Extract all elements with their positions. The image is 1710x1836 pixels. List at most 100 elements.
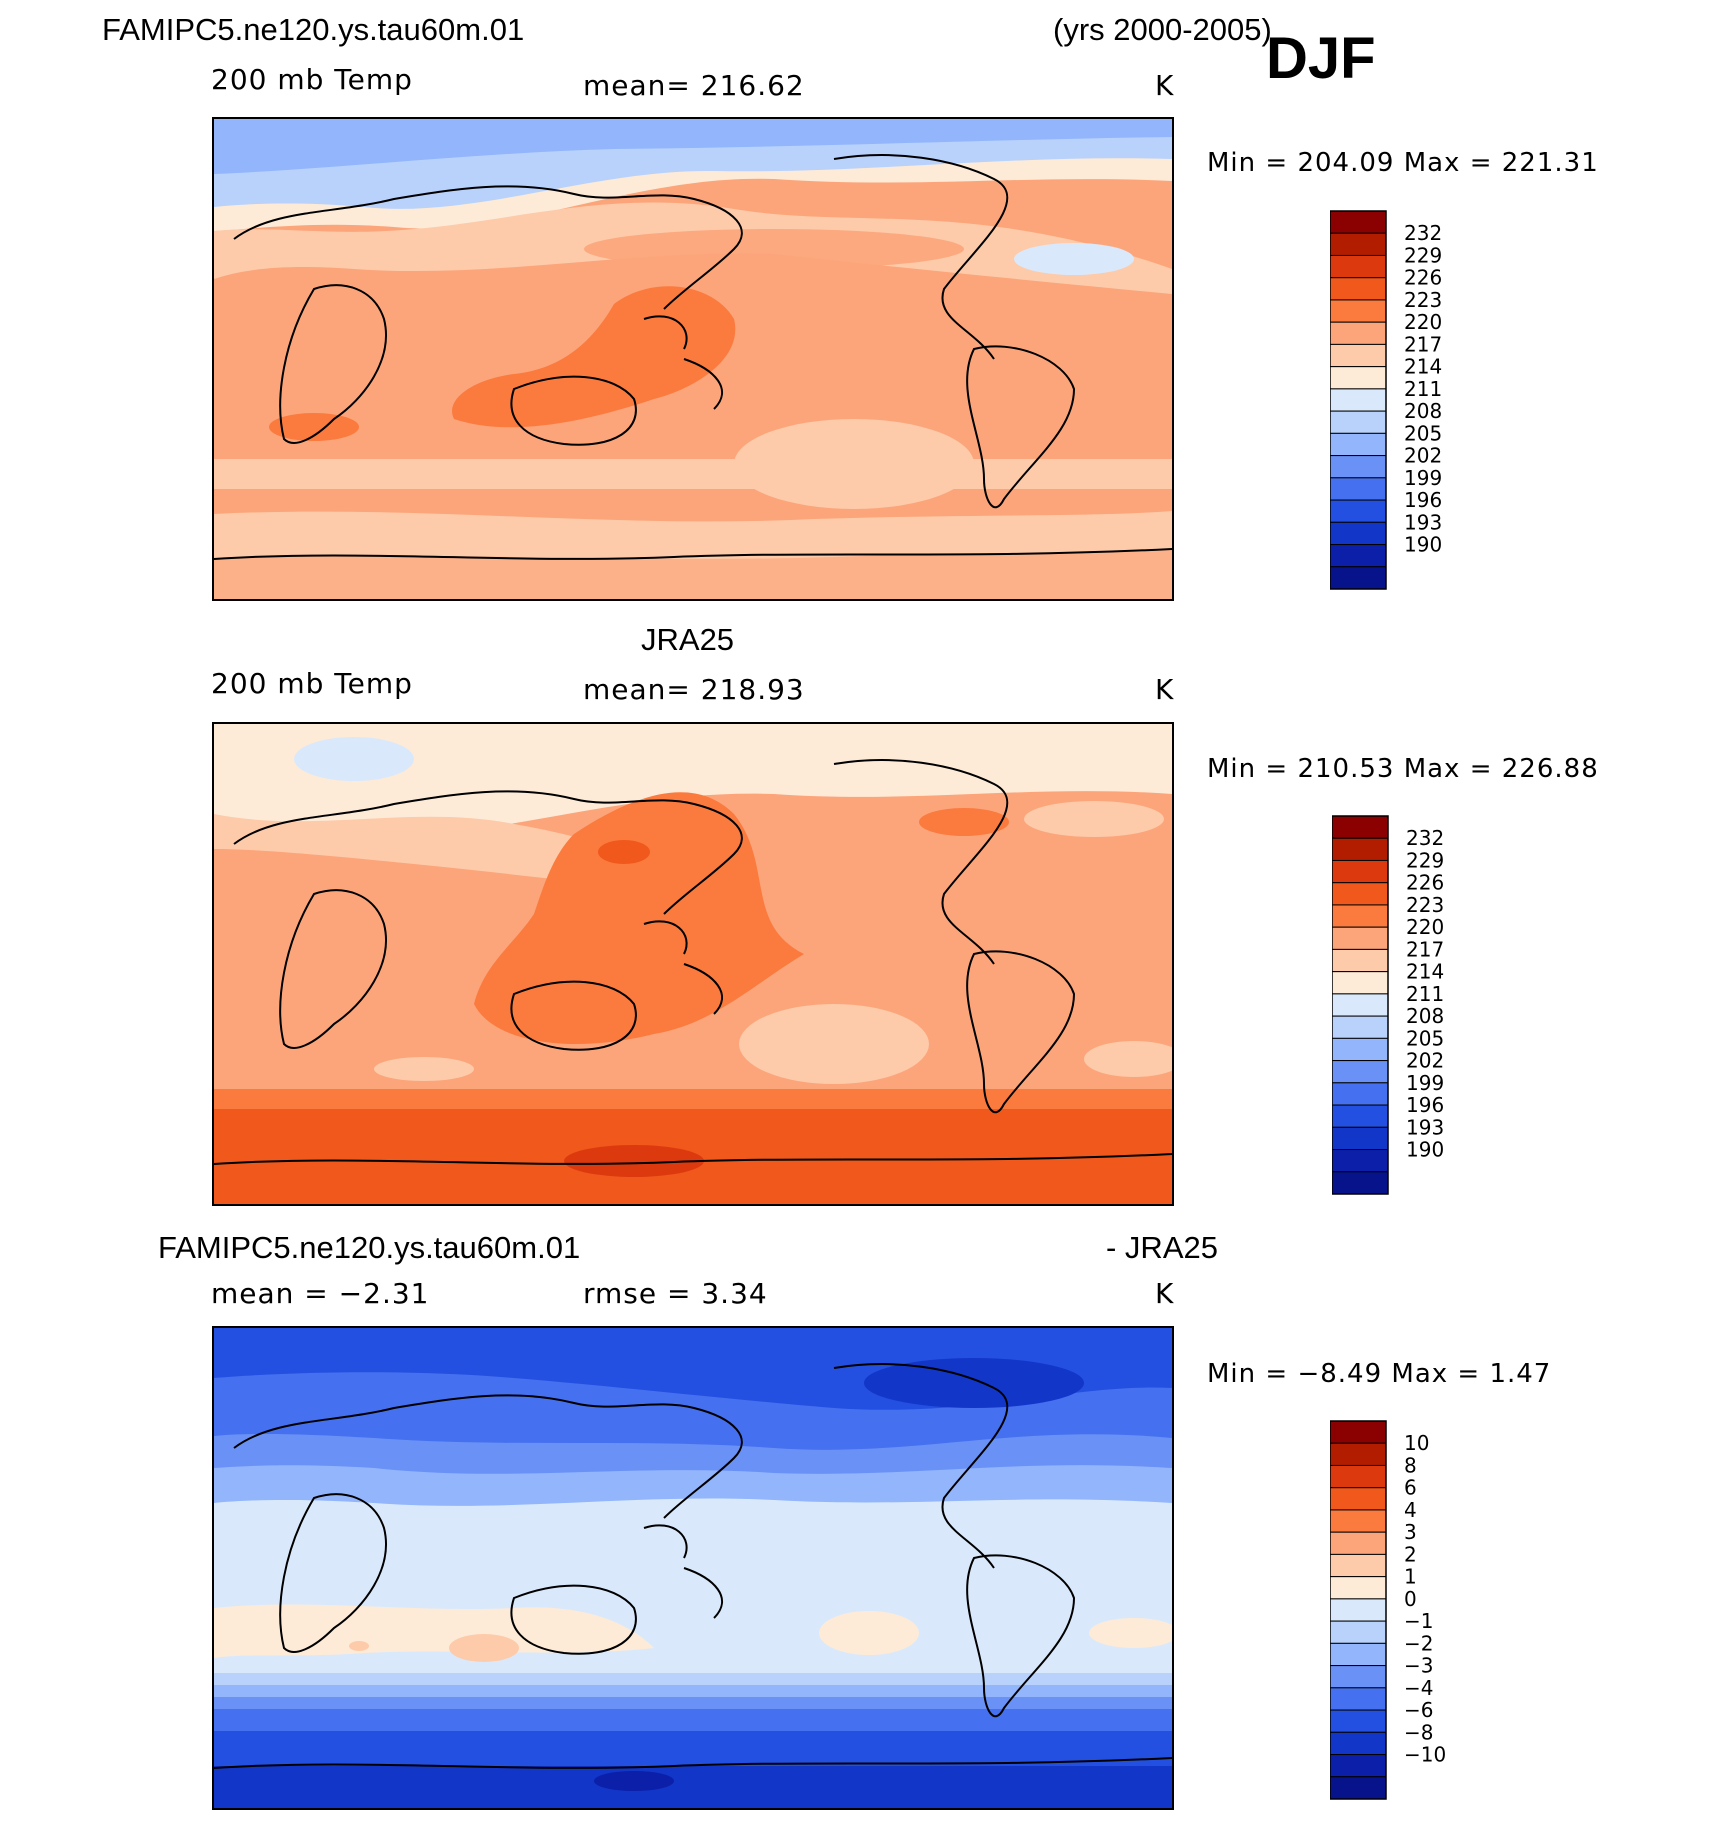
- colorbar1-label-0: 232: [1406, 826, 1444, 850]
- panel3-south-warm3: [349, 1641, 369, 1651]
- colorbar1-label-3: 223: [1406, 893, 1444, 917]
- panel1-colorbar-svg: 2322292262232202172142112082052021991961…: [1330, 210, 1442, 590]
- colorbar1-label-4: 220: [1406, 915, 1444, 939]
- colorbar0-segment-6: [1330, 343, 1387, 368]
- colorbar1-segment-2: [1332, 859, 1389, 884]
- colorbar0-segment-11: [1330, 455, 1387, 479]
- colorbar1-segment-9: [1332, 1015, 1389, 1039]
- colorbar2-label-5: 2: [1404, 1542, 1417, 1566]
- colorbar0-label-10: 202: [1404, 444, 1442, 468]
- colorbar1-label-11: 199: [1406, 1071, 1444, 1095]
- panel2-map-plot: [214, 724, 1172, 1204]
- colorbar1-segment-12: [1332, 1082, 1389, 1106]
- panel1-variable: 200 mb Temp: [211, 63, 413, 96]
- panel2-colorbar-svg: 2322292262232202172142112082052021991961…: [1332, 815, 1444, 1195]
- panel2-warm-pool: [474, 792, 804, 1044]
- panel3-band-south2: [214, 1685, 1172, 1697]
- panel2-antarctic-warm: [564, 1145, 704, 1177]
- colorbar1-segment-10: [1332, 1037, 1389, 1062]
- colorbar0-label-9: 205: [1404, 421, 1442, 445]
- panel3-band-south6: [214, 1766, 1172, 1808]
- panel1-map-plot: [214, 119, 1172, 599]
- colorbar1-label-7: 211: [1406, 982, 1444, 1006]
- colorbar0-segment-12: [1330, 477, 1387, 501]
- colorbar2-segment-7: [1330, 1576, 1387, 1600]
- panel2-colorbar: 232 229 226 223 220 217 214 211 208 205 202 199 196 1…: [1332, 815, 1472, 1195]
- colorbar2-label-11: −4: [1404, 1676, 1433, 1700]
- colorbar1-outline: [1332, 815, 1389, 1195]
- panel1-atlantic-cool: [1014, 243, 1134, 275]
- colorbar2-label-1: 8: [1404, 1453, 1417, 1477]
- colorbar2-segment-16: [1330, 1776, 1387, 1800]
- panel2-atlantic-north: [1024, 801, 1164, 837]
- colorbar2-segment-5: [1330, 1531, 1387, 1555]
- panel2-atlantic-light: [1084, 1041, 1172, 1077]
- panel3-colorbar: 10 8 6 4 3 2 1 0 −1 −2 −3 −4 −6 −8 −10: [1330, 1420, 1470, 1800]
- colorbar1-segment-8: [1332, 993, 1389, 1017]
- panel1-band-south1: [214, 459, 1172, 489]
- colorbar0-label-4: 220: [1404, 310, 1442, 334]
- colorbar1-label-13: 193: [1406, 1115, 1444, 1139]
- colorbar2-label-8: −1: [1404, 1609, 1433, 1633]
- colorbar0-segment-2: [1330, 254, 1387, 279]
- colorbar0-segment-13: [1330, 499, 1387, 523]
- colorbar0-label-6: 214: [1404, 355, 1442, 379]
- colorbar1-segment-14: [1332, 1126, 1389, 1151]
- colorbar2-segment-10: [1330, 1642, 1387, 1667]
- colorbar1-label-14: 190: [1406, 1138, 1444, 1162]
- panel1-warm-pool: [452, 286, 736, 428]
- colorbar0-segment-7: [1330, 366, 1387, 390]
- colorbar0-segment-14: [1330, 521, 1387, 546]
- colorbar0-label-1: 229: [1404, 243, 1442, 267]
- panel3-south-warm2: [449, 1634, 519, 1662]
- colorbar0-segment-3: [1330, 277, 1387, 301]
- colorbar0-segment-5: [1330, 321, 1387, 345]
- colorbar1-segment-1: [1332, 837, 1389, 861]
- panel2-coastlines: [214, 759, 1172, 1165]
- panel3-atlantic: [1089, 1618, 1172, 1648]
- colorbar2-label-7: 0: [1404, 1587, 1417, 1611]
- panel3-title: FAMIPC5.ne120.ys.tau60m.01: [158, 1230, 581, 1265]
- panel1-coastlines: [214, 154, 1172, 560]
- colorbar1-segment-7: [1332, 971, 1389, 995]
- panel1-africa-warm: [269, 413, 359, 441]
- colorbar2-label-4: 3: [1404, 1520, 1417, 1544]
- colorbar1-segment-15: [1332, 1149, 1389, 1173]
- colorbar0-segment-9: [1330, 410, 1387, 434]
- case-name-title: FAMIPC5.ne120.ys.tau60m.01: [102, 12, 525, 47]
- panel1-mean: mean= 216.62: [583, 69, 805, 102]
- colorbar1-segment-11: [1332, 1060, 1389, 1084]
- years-label: (yrs 2000-2005): [1053, 12, 1272, 47]
- colorbar1-segment-4: [1332, 904, 1389, 928]
- panel2-map: [212, 722, 1174, 1206]
- panel3-map-plot: [214, 1328, 1172, 1808]
- colorbar0-label-8: 208: [1404, 399, 1442, 423]
- colorbar0-segment-15: [1330, 544, 1387, 568]
- colorbar0-label-7: 211: [1404, 377, 1442, 401]
- panel1-colorbar: 232 229 226 223 220 217 214 211 208 205 202 199 196 1…: [1330, 210, 1470, 590]
- colorbar1-label-1: 229: [1406, 848, 1444, 872]
- colorbar0-segment-16: [1330, 566, 1387, 590]
- colorbar2-label-6: 1: [1404, 1565, 1417, 1589]
- colorbar2-segment-11: [1330, 1665, 1387, 1689]
- panel3-band-south5: [214, 1731, 1172, 1766]
- colorbar0-label-14: 190: [1404, 533, 1442, 557]
- colorbar2-segment-15: [1330, 1754, 1387, 1778]
- panel3-band-south1: [214, 1673, 1172, 1685]
- panel1-band-south3: [214, 549, 1172, 599]
- panel1-units: K: [1155, 69, 1175, 102]
- colorbar2-label-2: 6: [1404, 1476, 1417, 1500]
- panel2-variable: 200 mb Temp: [211, 667, 413, 700]
- colorbar0-label-0: 232: [1404, 221, 1442, 245]
- colorbar2-label-9: −2: [1404, 1631, 1433, 1655]
- panel1-map: [212, 117, 1174, 601]
- colorbar2-segment-0: [1330, 1420, 1387, 1444]
- panel3-band-south4: [214, 1709, 1172, 1731]
- colorbar0-label-11: 199: [1404, 466, 1442, 490]
- panel2-band-south1: [214, 1089, 1172, 1109]
- colorbar0-label-5: 217: [1404, 332, 1442, 356]
- colorbar1-label-9: 205: [1406, 1026, 1444, 1050]
- colorbar1-segment-13: [1332, 1104, 1389, 1128]
- panel3-coastlines: [214, 1363, 1172, 1769]
